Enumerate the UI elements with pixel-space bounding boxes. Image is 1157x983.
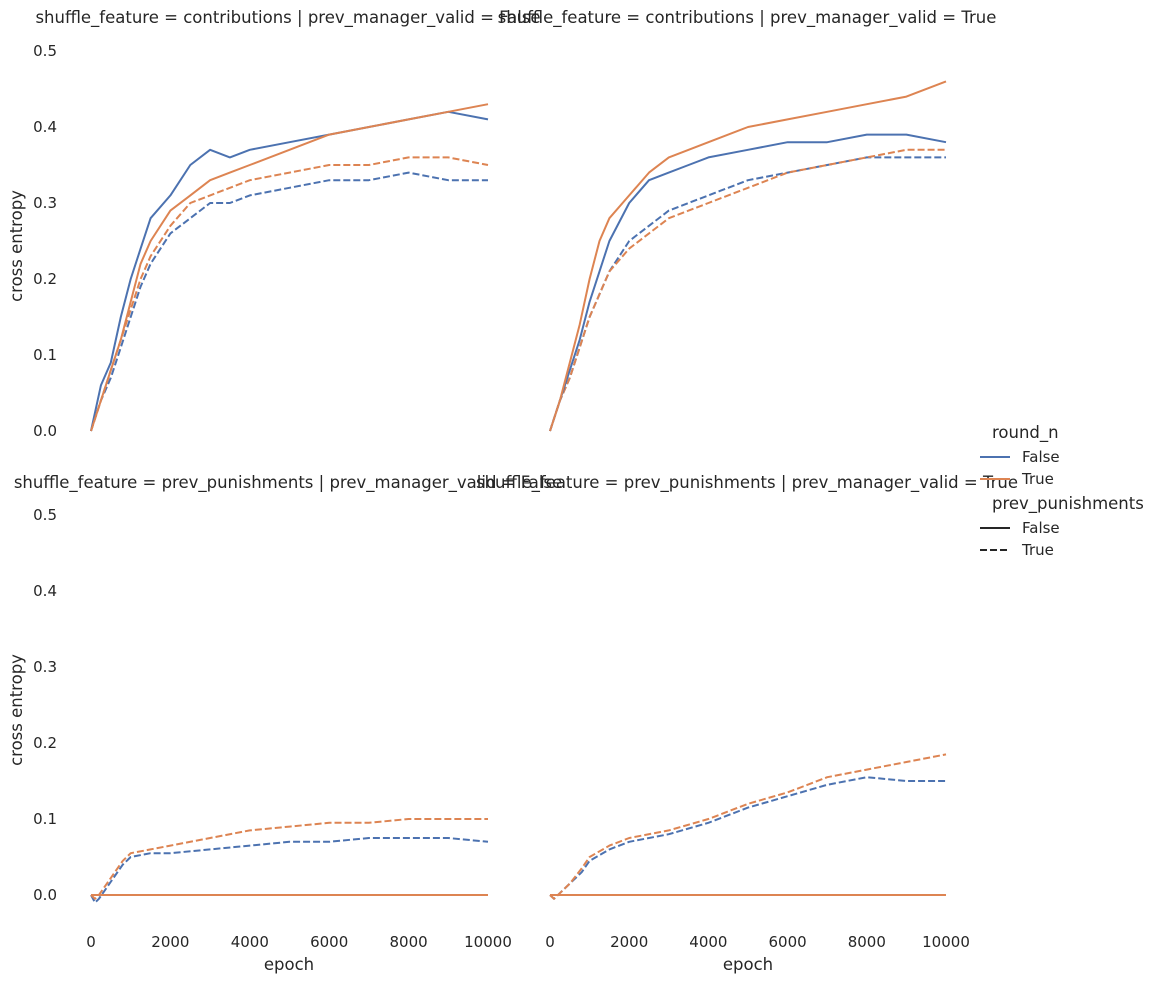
x-axis-label-left: epoch bbox=[264, 955, 314, 974]
series-line-panel1-round-n-false-prev-punishments-false bbox=[90, 110, 489, 432]
series-line-panel4-round-n-true-prev-punishments-true bbox=[549, 753, 947, 900]
series-line-panel1-round-n-true-prev-punishments-true bbox=[90, 156, 489, 432]
series-line-panel3-round-n-false-prev-punishments-true bbox=[90, 837, 489, 904]
x-tick-label-panel4-4: 8000 bbox=[848, 933, 886, 951]
panel-title-top-left: shuffle_feature = contributions | prev_m… bbox=[35, 8, 540, 28]
series-line-panel2-round-n-true-prev-punishments-true bbox=[549, 148, 946, 432]
x-tick-label-panel3-1: 2000 bbox=[151, 933, 189, 951]
legend-label-prev-punishments-true: True bbox=[1021, 541, 1054, 559]
y-tick-label-row2-3: 0.3 bbox=[33, 658, 57, 676]
x-tick-label-panel3-5: 10000 bbox=[464, 933, 512, 951]
legend: round_n False True prev_punishments Fals… bbox=[980, 423, 1144, 559]
y-axis-label-bottom: cross entropy bbox=[7, 654, 26, 766]
legend-label-round-n-true: True bbox=[1021, 470, 1054, 488]
series-line-panel2-round-n-true-prev-punishments-false bbox=[549, 80, 947, 432]
series-line-panel4-round-n-false-prev-punishments-true bbox=[549, 776, 946, 900]
x-tick-label-panel4-2: 4000 bbox=[689, 933, 727, 951]
tick-labels: 0.0 0.1 0.2 0.3 0.4 0.5 0.0 0.1 0.2 0.3 0.4 0.5 0 200… bbox=[33, 42, 970, 951]
y-tick-label-row1-0: 0.0 bbox=[33, 422, 57, 440]
y-tick-label-row2-4: 0.4 bbox=[33, 582, 57, 600]
x-tick-label-panel4-5: 10000 bbox=[922, 933, 970, 951]
y-tick-label-row1-2: 0.2 bbox=[33, 270, 57, 288]
panel-title-bottom-right: shuffle_feature = prev_punishments | pre… bbox=[476, 473, 1018, 493]
series-line-panel1-round-n-false-prev-punishments-true bbox=[90, 171, 488, 432]
y-tick-label-row2-2: 0.2 bbox=[33, 734, 57, 752]
series-line-panel3-round-n-true-prev-punishments-true bbox=[90, 818, 488, 900]
x-tick-label-panel3-0: 0 bbox=[86, 933, 96, 951]
x-tick-label-panel3-3: 6000 bbox=[310, 933, 348, 951]
series-line-panel2-round-n-false-prev-punishments-false bbox=[549, 133, 947, 432]
legend-label-round-n-false: False bbox=[1022, 448, 1060, 466]
y-tick-label-row1-3: 0.3 bbox=[33, 194, 57, 212]
y-tick-label-row2-5: 0.5 bbox=[33, 506, 57, 524]
x-tick-label-panel3-4: 8000 bbox=[390, 933, 428, 951]
y-tick-label-row1-1: 0.1 bbox=[33, 346, 57, 364]
y-tick-label-row1-5: 0.5 bbox=[33, 42, 57, 60]
series-layer bbox=[90, 80, 947, 904]
x-tick-label-panel4-0: 0 bbox=[545, 933, 555, 951]
legend-label-prev-punishments-false: False bbox=[1022, 519, 1060, 537]
panel-title-bottom-left: shuffle_feature = prev_punishments | pre… bbox=[14, 473, 562, 493]
x-tick-label-panel4-1: 2000 bbox=[610, 933, 648, 951]
x-tick-label-panel4-3: 6000 bbox=[769, 933, 807, 951]
legend-hue-title: round_n bbox=[992, 423, 1059, 443]
y-tick-label-row2-0: 0.0 bbox=[33, 886, 57, 904]
y-tick-label-row2-1: 0.1 bbox=[33, 810, 57, 828]
legend-style-title: prev_punishments bbox=[992, 494, 1144, 514]
panel-title-top-right: shuffle_feature = contributions | prev_m… bbox=[498, 8, 997, 28]
series-line-panel2-round-n-false-prev-punishments-true bbox=[549, 156, 946, 432]
y-tick-label-row1-4: 0.4 bbox=[33, 118, 57, 136]
x-axis-label-right: epoch bbox=[723, 955, 773, 974]
series-line-panel1-round-n-true-prev-punishments-false bbox=[90, 103, 489, 432]
y-axis-label-top: cross entropy bbox=[7, 190, 26, 302]
x-tick-label-panel3-2: 4000 bbox=[231, 933, 269, 951]
